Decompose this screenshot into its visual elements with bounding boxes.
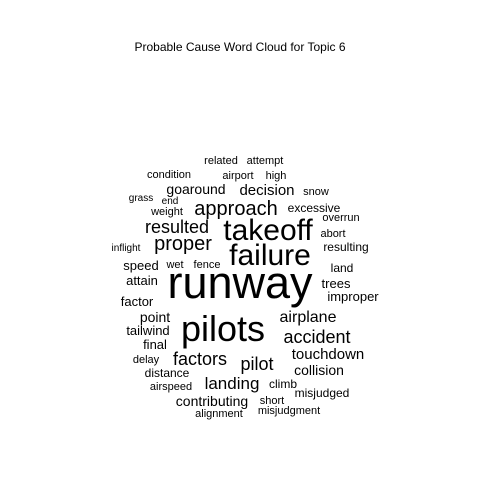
- word-airplane: airplane: [280, 309, 337, 326]
- word-pilots: pilots: [181, 308, 265, 349]
- word-misjudged: misjudged: [295, 386, 350, 400]
- word-alignment: alignment: [195, 408, 243, 420]
- word-point: point: [140, 309, 170, 325]
- word-wet: wet: [165, 259, 183, 271]
- word-collision: collision: [294, 362, 344, 378]
- word-speed: speed: [123, 258, 158, 273]
- word-snow: snow: [303, 186, 329, 198]
- word-inflight: inflight: [112, 243, 141, 254]
- word-resulted: resulted: [145, 217, 209, 237]
- word-related: related: [204, 155, 238, 167]
- word-land: land: [331, 261, 354, 275]
- word-misjudgment: misjudgment: [258, 405, 320, 417]
- word-airport: airport: [222, 170, 253, 182]
- word-pilot: pilot: [240, 354, 273, 374]
- word-excessive: excessive: [288, 201, 341, 215]
- word-airspeed: airspeed: [150, 381, 192, 393]
- word-condition: condition: [147, 169, 191, 181]
- word-climb: climb: [269, 377, 297, 391]
- word-failure: failure: [229, 239, 311, 272]
- word-attain: attain: [126, 273, 158, 288]
- word-touchdown: touchdown: [292, 346, 365, 363]
- word-factor: factor: [121, 294, 154, 309]
- word-overrun: overrun: [322, 212, 359, 224]
- word-runway: runway: [167, 257, 313, 308]
- word-trees: trees: [322, 276, 351, 291]
- word-weight: weight: [150, 206, 183, 218]
- word-resulting: resulting: [323, 240, 368, 254]
- word-distance: distance: [145, 366, 190, 380]
- word-fence: fence: [194, 259, 221, 271]
- word-takeoff: takeoff: [223, 214, 313, 247]
- word-high: high: [266, 170, 287, 182]
- word-improper: improper: [327, 289, 379, 304]
- word-short: short: [260, 395, 284, 407]
- word-factors: factors: [173, 349, 227, 369]
- word-landing: landing: [205, 374, 260, 393]
- word-goaround: goaround: [166, 181, 225, 197]
- word-contributing: contributing: [176, 393, 248, 409]
- word-final: final: [143, 337, 167, 352]
- word-grass: grass: [129, 193, 153, 204]
- word-accident: accident: [283, 327, 350, 347]
- word-end: end: [162, 196, 179, 207]
- word-attempt: attempt: [247, 155, 284, 167]
- word-abort: abort: [320, 228, 345, 240]
- word-proper: proper: [154, 233, 212, 255]
- word-tailwind: tailwind: [126, 323, 169, 338]
- word-approach: approach: [194, 198, 277, 220]
- word-decision: decision: [239, 182, 294, 199]
- chart-title: Probable Cause Word Cloud for Topic 6: [134, 40, 346, 54]
- word-delay: delay: [133, 354, 160, 366]
